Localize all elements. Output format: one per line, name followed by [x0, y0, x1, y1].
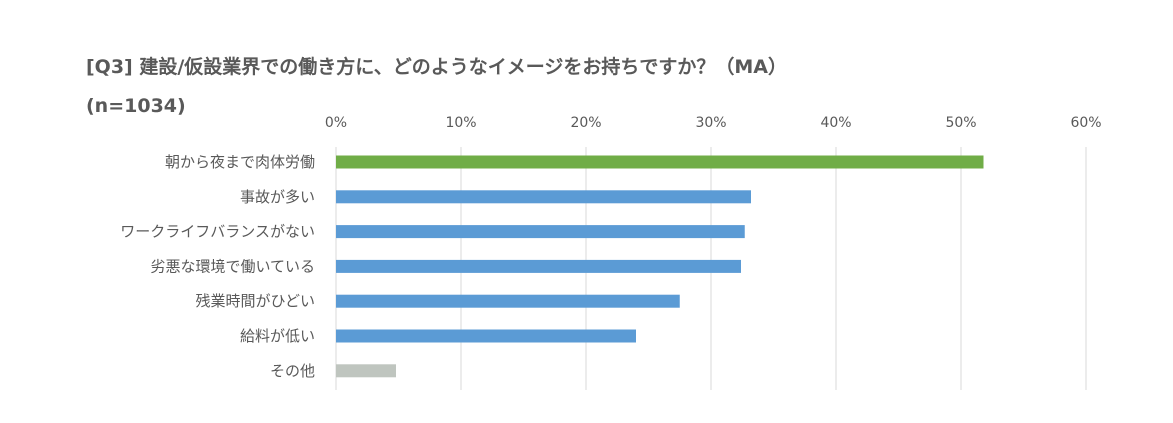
bar [336, 329, 636, 343]
category-label: 朝から夜まで肉体労働 [165, 153, 315, 171]
bar [336, 225, 745, 239]
x-tick-label: 30% [695, 115, 726, 131]
x-tick-label: 0% [325, 115, 347, 131]
bar [336, 190, 751, 204]
x-tick-label: 10% [445, 115, 476, 131]
category-label: 給料が低い [240, 327, 315, 345]
x-tick-label: 40% [820, 115, 851, 131]
x-tick-label: 50% [945, 115, 976, 131]
category-label: 残業時間がひどい [195, 292, 315, 310]
category-label: その他 [270, 362, 315, 380]
bar [336, 155, 984, 169]
category-label: 劣悪な環境で働いている [150, 257, 315, 275]
x-tick-label: 20% [570, 115, 601, 131]
x-tick-label: 60% [1070, 115, 1101, 131]
bar [336, 364, 396, 378]
bar [336, 259, 741, 273]
category-label: 事故が多い [240, 188, 315, 206]
bar [336, 294, 680, 308]
category-label: ワークライフバランスがない [120, 223, 315, 241]
chart-title: [Q3] 建設/仮設業界での働き方に、どのようなイメージをお持ちですか？（MA） [86, 56, 787, 78]
chart-subtitle: (n=1034) [86, 95, 186, 117]
